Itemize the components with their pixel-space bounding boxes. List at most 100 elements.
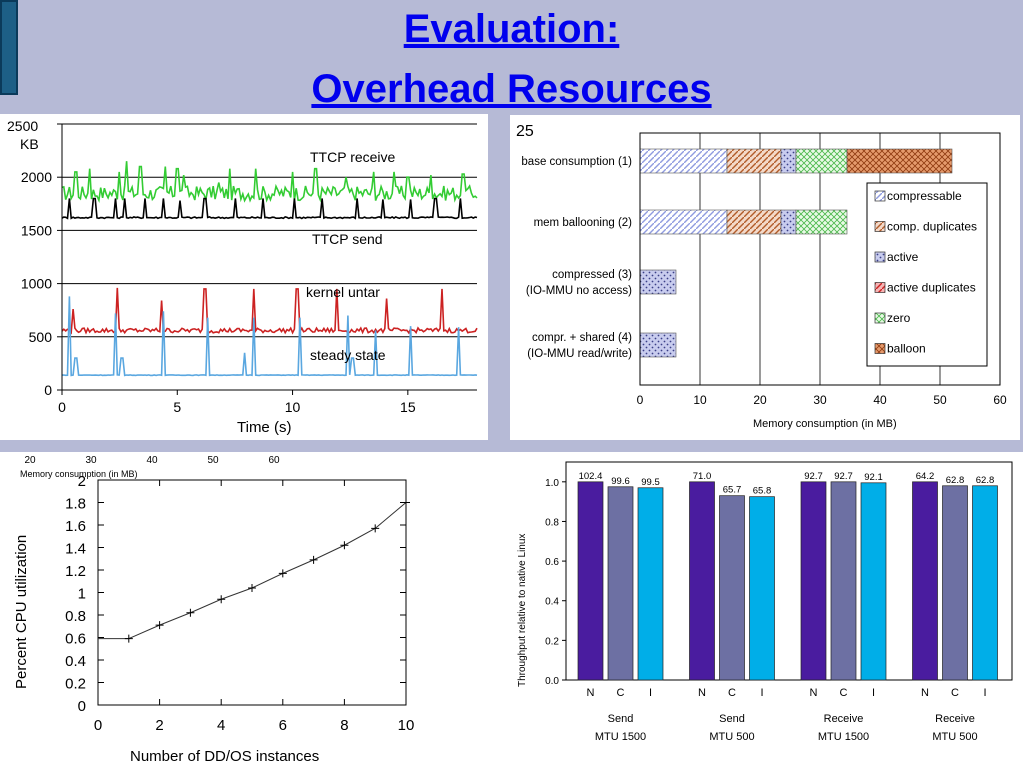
x-axis-title: Memory consumption (in MB) bbox=[753, 418, 897, 430]
group-sublabel: MTU 1500 bbox=[595, 731, 646, 743]
top-tick-label: 60 bbox=[268, 455, 280, 466]
bar-value-label: 65.7 bbox=[723, 485, 742, 496]
memory-consumption-panel: 0 10 20 30 40 50 60 base consumption (1) mem bal… bbox=[510, 115, 1020, 440]
x-tick-label: 10 bbox=[398, 717, 415, 734]
bar-value-label: 65.8 bbox=[753, 486, 772, 497]
group-sublabel: MTU 1500 bbox=[818, 731, 869, 743]
throughput-chart: 0.0 0.2 0.4 0.6 0.8 1.0 N C I Send MTU 1500 N C I Send… bbox=[517, 461, 1013, 743]
network-time-series-panel: 0 500 1000 1500 2000 0 5 10 15 2500 KB Time (s) … bbox=[0, 114, 488, 440]
bar-segment-active bbox=[780, 209, 797, 235]
bar-I bbox=[860, 482, 887, 681]
y-tick-label: 0.4 bbox=[545, 597, 559, 608]
group-label: Send bbox=[719, 713, 745, 725]
bar-category-label: N bbox=[810, 687, 818, 699]
bar-category-label: I bbox=[983, 687, 986, 699]
plot-frame bbox=[639, 132, 1001, 386]
y-tick-label: 0.2 bbox=[545, 636, 559, 647]
top-tick-label: 40 bbox=[146, 455, 158, 466]
bar-C bbox=[607, 486, 634, 681]
series-line-steady-state bbox=[61, 296, 478, 377]
x-tick-label: 0 bbox=[637, 393, 644, 407]
top-axis-title: Memory consumption (in MB) bbox=[20, 469, 138, 479]
truncated-y-label: 25 bbox=[516, 123, 534, 140]
bar-segment-zero bbox=[795, 209, 848, 235]
y-axis-title: Throughput relative to native Linux bbox=[517, 534, 528, 687]
x-tick-label: 15 bbox=[400, 399, 416, 415]
bar-segment-zero bbox=[795, 148, 848, 174]
category-label: (IO-MMU read/write) bbox=[527, 348, 632, 360]
y-tick-label: 2500 bbox=[7, 118, 38, 134]
group-label: Receive bbox=[935, 713, 975, 725]
throughput-panel: 0.0 0.2 0.4 0.6 0.8 1.0 N C I Send MTU 1500 N C I Send… bbox=[510, 452, 1020, 767]
slide-accent-bar bbox=[0, 0, 18, 95]
bar-value-label: 92.7 bbox=[834, 471, 853, 482]
bar-segment-active bbox=[639, 332, 677, 358]
data-point bbox=[371, 524, 380, 533]
x-tick-label: 6 bbox=[279, 717, 287, 734]
y-tick-label: 1.2 bbox=[65, 563, 86, 580]
bar-C bbox=[719, 495, 745, 681]
bar-N bbox=[689, 481, 715, 681]
data-point bbox=[217, 595, 226, 604]
x-tick-label: 10 bbox=[693, 393, 707, 407]
category-label: compressed (3) bbox=[552, 269, 632, 281]
bar-segment-compressable bbox=[639, 148, 728, 174]
cpu-line bbox=[98, 502, 407, 640]
legend-box bbox=[866, 182, 988, 367]
y-tick-label: 0 bbox=[44, 382, 52, 398]
bar-N bbox=[800, 481, 827, 681]
y-tick-label: 0.8 bbox=[545, 517, 559, 528]
y-tick-label: 1.8 bbox=[65, 496, 86, 513]
data-point bbox=[124, 634, 133, 643]
x-tick-label: 0 bbox=[94, 717, 102, 734]
bar-segment-active bbox=[639, 269, 677, 295]
background-strip bbox=[0, 440, 1023, 452]
legend-label: active duplicates bbox=[887, 281, 976, 295]
bar-I bbox=[637, 487, 664, 681]
bar-segment-active bbox=[780, 148, 797, 174]
group-label: Receive bbox=[824, 713, 864, 725]
y-tick-label: 1000 bbox=[21, 276, 52, 292]
bar-segment-balloon bbox=[846, 148, 953, 174]
bar-category-label: I bbox=[649, 687, 652, 699]
data-point bbox=[340, 541, 349, 550]
y-tick-label: 1500 bbox=[21, 222, 52, 238]
bar-category-label: C bbox=[840, 687, 848, 699]
x-tick-label: 4 bbox=[217, 717, 225, 734]
legend-swatch bbox=[874, 282, 886, 293]
x-axis-title: Time (s) bbox=[237, 419, 291, 436]
bar-segment-compressable bbox=[639, 209, 728, 235]
plot-frame bbox=[565, 461, 1013, 681]
y-tick-label: 2 bbox=[78, 473, 86, 490]
y-unit-label: KB bbox=[20, 136, 39, 152]
bar-N bbox=[912, 481, 938, 681]
bar-value-label: 64.2 bbox=[916, 471, 935, 482]
y-axis-title: Percent CPU utilization bbox=[13, 535, 30, 689]
bar-N bbox=[577, 481, 604, 681]
legend-label: balloon bbox=[887, 342, 926, 356]
bar-value-label: 71.0 bbox=[693, 471, 712, 482]
memory-consumption-chart: 0 10 20 30 40 50 60 base consumption (1) mem bal… bbox=[516, 123, 1007, 430]
x-tick-label: 2 bbox=[155, 717, 163, 734]
category-label: compr. + shared (4) bbox=[532, 332, 632, 344]
legend-swatch bbox=[874, 251, 886, 263]
bar-value-label: 102.4 bbox=[579, 471, 603, 482]
y-tick-label: 0.4 bbox=[65, 653, 86, 670]
bar-I bbox=[749, 496, 775, 681]
bar-value-label: 92.7 bbox=[804, 471, 823, 482]
series-line-kernel-untar bbox=[61, 287, 478, 335]
y-tick-label: 500 bbox=[29, 329, 53, 345]
category-label: mem ballooning (2) bbox=[534, 217, 633, 229]
bar-value-label: 92.1 bbox=[864, 472, 883, 483]
y-tick-label: 2000 bbox=[21, 169, 52, 185]
data-point bbox=[309, 555, 318, 564]
x-tick-label: 30 bbox=[813, 393, 827, 407]
y-tick-label: 1.4 bbox=[65, 541, 86, 558]
bar-category-label: N bbox=[921, 687, 929, 699]
x-tick-label: 8 bbox=[340, 717, 348, 734]
x-tick-label: 0 bbox=[58, 399, 66, 415]
bar-category-label: N bbox=[698, 687, 706, 699]
plot-frame bbox=[97, 479, 407, 706]
x-axis-title: Number of DD/OS instances bbox=[130, 748, 319, 765]
